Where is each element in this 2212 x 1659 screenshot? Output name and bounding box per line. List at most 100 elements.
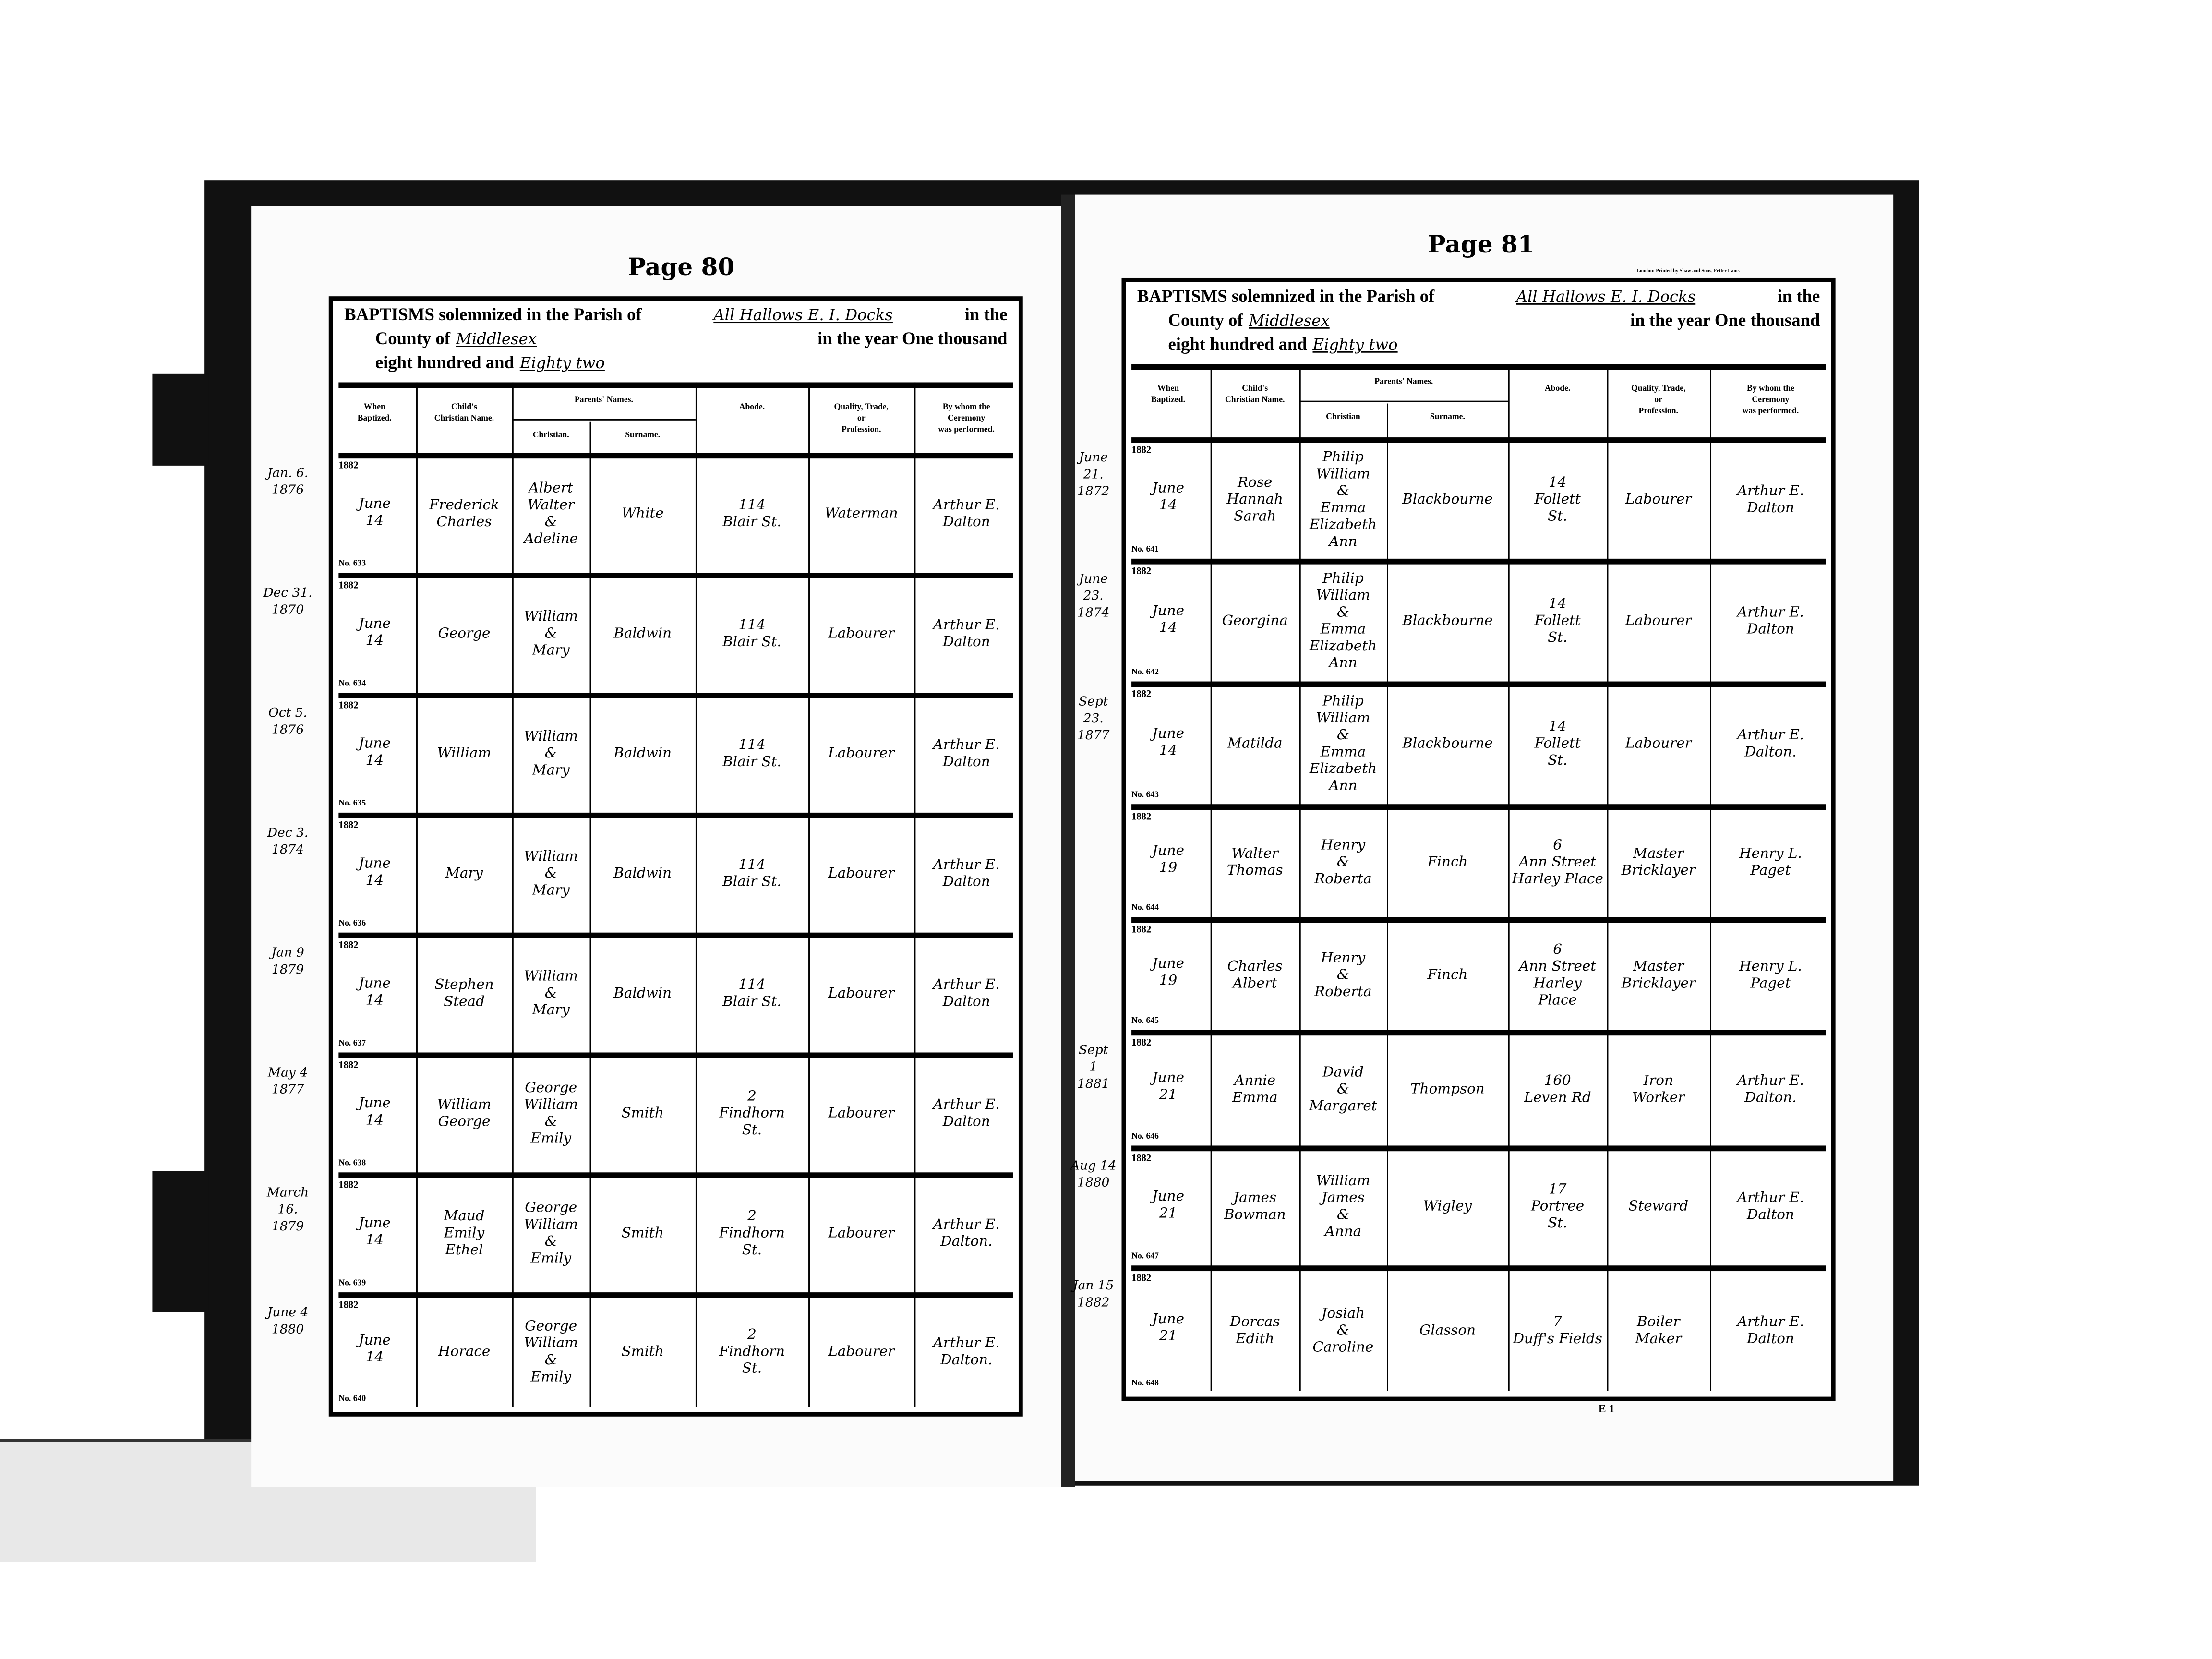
entry-abode-cell: 2 Findhorn St.: [697, 1299, 807, 1405]
county-label: County of: [1168, 310, 1243, 330]
entry-quality: Labourer: [828, 626, 895, 642]
entry-year: 1882: [1131, 1153, 1152, 1164]
entry-child-cell: Charles Albert: [1212, 924, 1298, 1027]
entry-quality: Boiler Maker: [1635, 1314, 1682, 1347]
entry-child: William George: [437, 1097, 492, 1130]
entry-surname: White: [621, 506, 664, 522]
column-header-surname: Surname.: [625, 432, 661, 440]
entry-christian-cell: Philip William & Emma Elizabeth Ann: [1301, 566, 1385, 679]
parents-divider: [1299, 400, 1508, 402]
entry-quality: Labourer: [1625, 613, 1692, 629]
header-line-3: eight hundred and Eighty two: [344, 351, 773, 375]
entry-abode-cell: 6 Ann Street Harley Place: [1510, 811, 1606, 914]
entry-surname: Baldwin: [613, 746, 672, 762]
entry-surname: Thompson: [1410, 1081, 1485, 1097]
entry-christian-cell: Philip William & Emma Elizabeth Ann: [1301, 688, 1385, 801]
entry-child: Stephen Stead: [434, 977, 494, 1010]
entry-child-cell: Rose Hannah Sarah: [1212, 445, 1298, 556]
entry-surname: Baldwin: [613, 626, 672, 642]
baptism-date-cell: June 14: [333, 954, 416, 1032]
column-divider: [512, 382, 514, 1407]
entry-surname: Glasson: [1419, 1322, 1476, 1338]
entry-abode: 114 Blair St.: [722, 738, 781, 770]
entry-by-cell: Arthur E. Dalton: [1711, 566, 1830, 679]
row-rule: [338, 812, 1013, 818]
entry-christian: Albert Walter & Adeline: [524, 481, 578, 548]
entry-year: 1882: [338, 699, 359, 711]
baptism-date: June 21: [1152, 1070, 1185, 1104]
entry-abode-cell: 2 Findhorn St.: [697, 1059, 807, 1169]
entry-child-cell: Dorcas Edith: [1212, 1273, 1298, 1390]
column-divider: [416, 382, 418, 1407]
entry-surname-cell: Finch: [1388, 811, 1507, 914]
entry-by: Arthur E. Dalton.: [1737, 728, 1804, 761]
column-divider: [695, 382, 697, 1407]
row-rule: [1131, 558, 1826, 565]
column-header-by-whom: By whom the Ceremony was performed.: [938, 403, 995, 435]
entry-quality: Labourer: [828, 1226, 895, 1242]
entry-christian: Philip William & Emma Elizabeth Ann: [1309, 449, 1377, 550]
baptism-date: June 21: [1152, 1312, 1185, 1345]
entry-number: No. 643: [1131, 791, 1159, 800]
entry-by-cell: Arthur E. Dalton.: [915, 1179, 1017, 1289]
entry-christian-cell: Philip William & Emma Elizabeth Ann: [1301, 445, 1385, 556]
entry-surname-cell: Blackbourne: [1388, 566, 1507, 679]
entry-quality: Labourer: [828, 1106, 895, 1122]
baptism-date: June 14: [358, 496, 391, 529]
entry-surname-cell: Glasson: [1388, 1273, 1507, 1390]
entry-number: No. 636: [338, 920, 366, 928]
entry-surname-cell: Smith: [591, 1299, 694, 1405]
entry-number: No. 645: [1131, 1017, 1159, 1026]
entry-quality-cell: Labourer: [810, 1059, 913, 1169]
entry-surname-cell: Finch: [1388, 924, 1507, 1027]
entry-number: No. 633: [338, 560, 366, 569]
entry-by: Henry L. Paget: [1739, 845, 1802, 878]
entry-christian: Philip William & Emma Elizabeth Ann: [1309, 694, 1377, 794]
header-suffix: in the: [964, 304, 1008, 325]
entry-abode: 17 Portree St.: [1531, 1182, 1585, 1232]
entry-by-cell: Arthur E. Dalton.: [915, 1299, 1017, 1405]
entry-abode-cell: 14 Follett St.: [1510, 445, 1606, 556]
header-block: BAPTISMS solemnized in the Parish of All …: [344, 303, 1007, 375]
entry-quality: Steward: [1628, 1199, 1689, 1215]
baptism-date: June 14: [358, 855, 391, 889]
entry-abode: 14 Follett St.: [1534, 597, 1581, 647]
birth-date-note: March 16. 1879: [266, 1186, 309, 1235]
birth-date-note: Sept 1 1881: [1077, 1044, 1110, 1092]
entry-christian-cell: Henry & Roberta: [1301, 924, 1385, 1027]
entry-surname-cell: Blackbourne: [1388, 445, 1507, 556]
entry-child: Annie Emma: [1232, 1073, 1278, 1106]
entry-christian: George William & Emily: [524, 1201, 578, 1267]
entry-surname-cell: Baldwin: [591, 820, 694, 930]
parish-name: All Hallows E. I. Docks: [1516, 288, 1696, 306]
entry-by: Arthur E. Dalton: [933, 857, 1000, 890]
entry-by-cell: Arthur E. Dalton: [915, 820, 1017, 930]
entry-quality: Labourer: [1625, 492, 1692, 507]
entry-abode-cell: 160 Leven Rd: [1510, 1037, 1606, 1142]
entry-christian: William & Mary: [524, 609, 578, 659]
entry-number: No. 642: [1131, 669, 1159, 677]
entry-by: Arthur E. Dalton: [933, 1097, 1000, 1130]
row-rule: [338, 1172, 1013, 1178]
entry-year: 1882: [1131, 565, 1152, 577]
county-suffix: in the year One thousand: [1630, 310, 1820, 330]
entry-child: Maud Emily Ethel: [444, 1209, 485, 1259]
entry-christian: William & Mary: [524, 729, 578, 779]
year-words: Eighty two: [519, 354, 605, 373]
entry-by-cell: Henry L. Paget: [1711, 924, 1830, 1027]
entry-quality: Labourer: [828, 1344, 895, 1359]
baptism-date-cell: June 14: [333, 714, 416, 792]
entry-abode-cell: 2 Findhorn St.: [697, 1179, 807, 1289]
column-divider: [808, 382, 810, 1407]
entry-christian-cell: Henry & Roberta: [1301, 811, 1385, 914]
printer-imprint: London: Printed by Shaw and Sons, Fetter…: [1636, 268, 1740, 274]
entry-christian: William & Mary: [524, 969, 578, 1019]
entry-quality-cell: Steward: [1608, 1153, 1708, 1262]
year-label: eight hundred and: [1168, 334, 1307, 354]
entry-surname: Smith: [621, 1344, 664, 1359]
column-divider: [1387, 403, 1388, 1391]
entry-number: No. 640: [338, 1395, 366, 1404]
entry-surname-cell: Blackbourne: [1388, 688, 1507, 801]
parish-name: All Hallows E. I. Docks: [713, 306, 893, 325]
